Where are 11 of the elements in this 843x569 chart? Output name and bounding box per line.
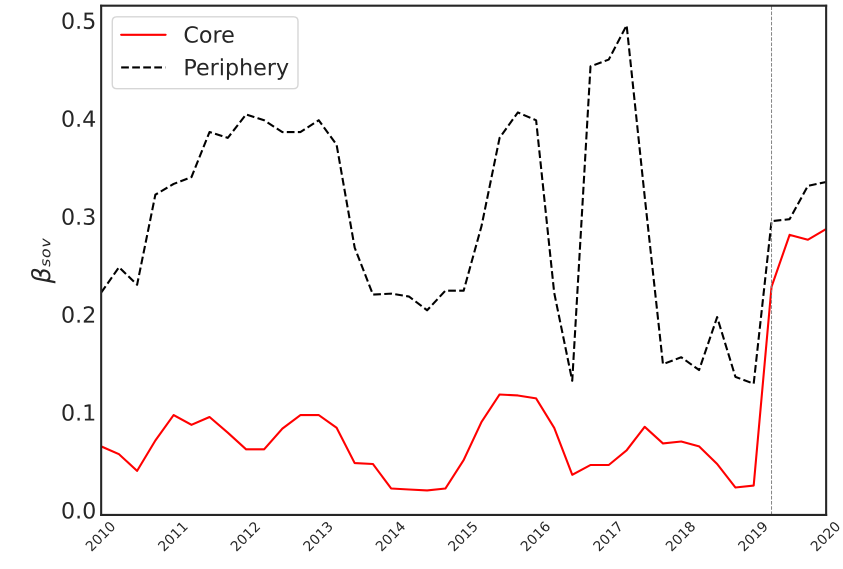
line-series: [101, 24, 826, 385]
y-tick-label: 0.2: [62, 306, 94, 323]
y-tick-label: 0.3: [62, 208, 95, 226]
line-series: [101, 228, 826, 492]
y-tick-label: 0.0: [62, 502, 95, 519]
legend-label: Periphery: [186, 58, 288, 80]
y-tick-label: 0.4: [62, 110, 96, 128]
y-axis-title: βₛₒᵥ: [31, 238, 56, 284]
legend-label: Core: [184, 26, 234, 43]
y-tick-label: 0.5: [62, 12, 94, 30]
y-tick-label: 0.1: [62, 404, 94, 421]
